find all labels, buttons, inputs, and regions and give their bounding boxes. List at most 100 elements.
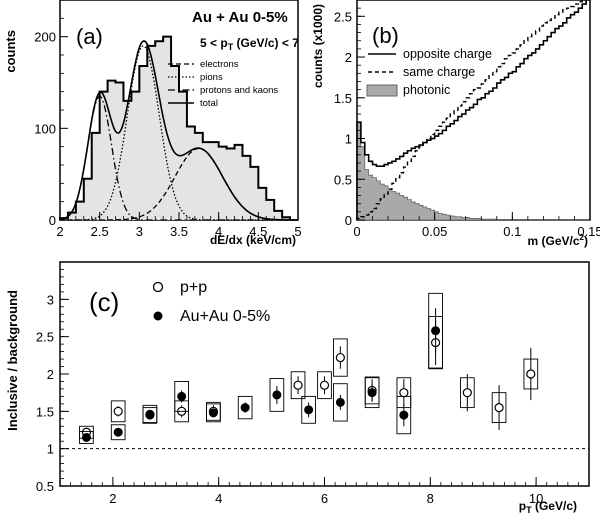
x-tick-label: 0.05 [422, 224, 447, 239]
panel-c-data-points [79, 292, 539, 444]
auau-point [272, 390, 282, 400]
x-tick-label: 2.5 [91, 224, 109, 239]
auau-point [367, 388, 377, 398]
systematic-box [301, 395, 316, 424]
systematic-box [79, 431, 94, 444]
y-tick-label: 2 [345, 50, 352, 65]
panel-c-frame [59, 261, 590, 487]
panel-a-pt-range: 5 < pT (GeV/c) < 7 [200, 36, 299, 52]
auau-point [113, 427, 123, 437]
y-tick-label: 2.5 [334, 9, 352, 24]
panel-c: 2 4 6 8 10 0.5 1 1.5 2 2.5 3 (c) p+p Au+Au 0-5% pT… [5, 261, 590, 515]
panel-b-histograms [356, 0, 590, 221]
y-tick-label: 100 [34, 121, 56, 136]
x-tick-label: 6 [321, 491, 328, 506]
pp-point [526, 369, 536, 379]
panel-b-label: (b) [372, 23, 399, 48]
panel-a-legend: electrons pions protons and kaons total [168, 59, 278, 109]
legend-label: p+p [180, 279, 207, 296]
systematic-box [317, 371, 332, 400]
x-tick-label: 5 [294, 224, 301, 239]
systematic-box [237, 395, 253, 420]
y-tick-label: 0.5 [334, 172, 352, 187]
x-tick-label: 4 [215, 491, 222, 506]
panel-b-legend: opposite charge same charge photonic [366, 47, 492, 97]
pp-point [113, 406, 123, 416]
systematic-box [174, 381, 189, 412]
panel-c-ylabel: Inclusive / background [5, 290, 20, 431]
legend-label: opposite charge [403, 47, 492, 61]
y-tick-label: 1.5 [36, 404, 54, 419]
y-tick-label: 0.5 [36, 479, 54, 494]
panel-b-ylabel: counts (x1000) [311, 4, 325, 88]
panel-c-x-ticks: 2 4 6 8 10 [70, 477, 590, 506]
panel-a-xlabel: dE/dx (keV/cm) [210, 233, 296, 247]
y-tick-label: 1 [345, 132, 352, 147]
systematic-box [110, 424, 126, 441]
panel-b-x-ticks: 0 0.05 0.1 0.15 [353, 212, 600, 239]
x-tick-label: 8 [427, 491, 434, 506]
x-tick-label: 0 [353, 224, 360, 239]
panel-b-y-ticks: 0 0.5 1 1.5 2 2.5 [334, 7, 365, 228]
x-tick-label: 3.5 [170, 224, 188, 239]
opposite-charge-histogram [356, 0, 587, 220]
systematic-box [142, 407, 158, 423]
panel-a-title: Au + Au 0-5% [192, 9, 288, 26]
histogram-outline [59, 35, 292, 220]
systematic-box [428, 292, 443, 369]
y-tick-label: 200 [34, 30, 56, 45]
legend-label: protons and kaons [200, 85, 278, 96]
legend-label: Au+Au 0-5% [180, 308, 270, 325]
x-tick-label: 10 [529, 491, 543, 506]
pp-point [293, 380, 303, 390]
pp-point [335, 352, 345, 363]
pp-point [462, 388, 472, 398]
y-tick-label: 0 [49, 213, 56, 228]
panel-a: 2 2.5 3 3.5 4 4.5 5 0 100 200 (a) Au + Au 0-5% 5… [3, 0, 302, 247]
systematic-box [206, 403, 221, 423]
systematic-box [110, 400, 126, 423]
x-tick-label: 2 [109, 491, 116, 506]
panel-c-xlabel: pT (GeV/c) [519, 499, 577, 515]
x-tick-label: 0.15 [577, 224, 600, 239]
auau-point [335, 397, 345, 407]
systematic-box [364, 377, 380, 409]
pp-point [399, 388, 409, 398]
auau-point [208, 408, 218, 418]
panel-a-y-ticks: 0 100 200 [34, 17, 68, 228]
systematic-box [396, 395, 412, 435]
auau-point [399, 410, 409, 420]
panel-a-ylabel: counts [3, 30, 18, 73]
legend-label: photonic [403, 83, 450, 97]
auau-point [304, 405, 314, 415]
panel-a-x-ticks: 2 2.5 3 3.5 4 4.5 5 [56, 212, 302, 239]
legend-marker-pp [152, 281, 164, 293]
auau-point [81, 432, 91, 442]
auau-point [431, 326, 441, 336]
y-tick-label: 2.5 [36, 330, 54, 345]
x-tick-label: 3 [136, 224, 143, 239]
y-tick-label: 3 [47, 292, 54, 307]
x-tick-label: 4 [215, 224, 222, 239]
x-tick-label: 0.1 [503, 224, 521, 239]
systematic-box [333, 383, 348, 422]
legend-swatch [366, 84, 398, 97]
auau-point [177, 391, 187, 401]
legend-label: total [200, 98, 218, 109]
x-tick-label: 4.5 [249, 224, 267, 239]
photonic-histogram [356, 121, 590, 221]
legend-label: electrons [200, 59, 239, 70]
legend-label: pions [200, 72, 223, 83]
pp-point [494, 403, 504, 413]
legend-marker-auau [153, 311, 163, 321]
pp-point [319, 380, 330, 390]
panel-c-label: (c) [89, 287, 119, 317]
panel-c-legend: p+p Au+Au 0-5% [152, 279, 270, 325]
y-tick-label: 1.5 [334, 91, 352, 106]
panel-c-y-ticks: 0.5 1 1.5 2 2.5 3 [36, 269, 69, 494]
y-tick-label: 2 [47, 367, 54, 382]
legend-label: same charge [403, 65, 475, 79]
systematic-box [290, 371, 306, 400]
panel-b-xlabel: m (GeV/c2) [528, 233, 588, 248]
